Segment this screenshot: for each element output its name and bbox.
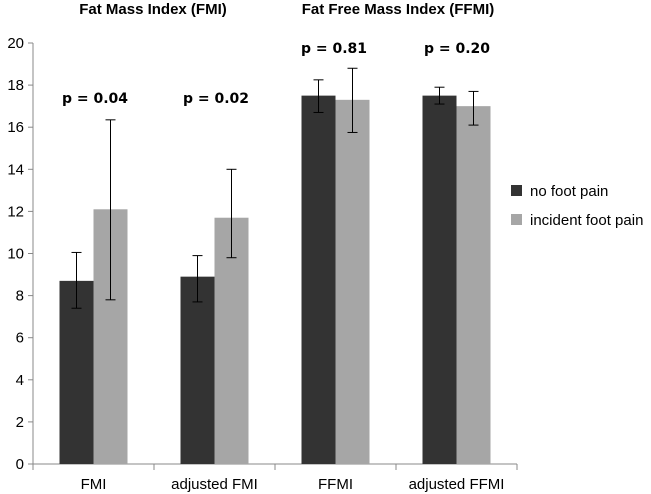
x-tick-label: adjusted FFMI bbox=[409, 476, 505, 493]
panel-title-ffmi: Fat Free Mass Index (FFMI) bbox=[302, 1, 495, 18]
legend-label-no-foot-pain: no foot pain bbox=[530, 183, 608, 200]
legend: no foot pain incident foot pain bbox=[511, 183, 643, 229]
legend-swatch-no-foot-pain bbox=[511, 185, 522, 196]
p-value-ffmi: p = 0.81 bbox=[301, 41, 367, 57]
labels: 0 2 4 6 8 10 12 14 16 18 20 FMI adjusted FMI FFMI adju… bbox=[7, 35, 504, 493]
bar-incident-foot-pain bbox=[456, 106, 491, 465]
x-tick-label: FFMI bbox=[318, 476, 353, 493]
x-tick-label: FMI bbox=[81, 476, 107, 493]
y-tick-label: 16 bbox=[7, 119, 24, 136]
legend-label-incident-foot-pain: incident foot pain bbox=[530, 212, 643, 229]
y-tick-label: 2 bbox=[16, 414, 24, 431]
y-tick-label: 8 bbox=[16, 288, 24, 305]
y-tick-label: 12 bbox=[7, 203, 24, 220]
p-value-fmi: p = 0.04 bbox=[62, 91, 128, 107]
y-tick-label: 6 bbox=[16, 330, 24, 347]
bar-no-foot-pain bbox=[59, 280, 94, 464]
y-tick-label: 18 bbox=[7, 77, 24, 94]
bar-no-foot-pain bbox=[180, 276, 215, 464]
bar-no-foot-pain bbox=[422, 95, 457, 464]
p-value-adjusted-ffmi: p = 0.20 bbox=[424, 41, 490, 57]
bars bbox=[59, 95, 491, 465]
bar-no-foot-pain bbox=[301, 95, 336, 464]
y-tick-label: 14 bbox=[7, 161, 24, 178]
y-tick-label: 0 bbox=[16, 456, 24, 473]
y-tick-label: 20 bbox=[7, 35, 24, 52]
y-tick-label: 10 bbox=[7, 246, 24, 263]
x-tick-label: adjusted FMI bbox=[171, 476, 258, 493]
panel-title-fmi: Fat Mass Index (FMI) bbox=[79, 1, 227, 18]
bar-incident-foot-pain bbox=[335, 99, 370, 465]
error-bars bbox=[71, 67, 479, 309]
y-tick-label: 4 bbox=[16, 372, 24, 389]
p-value-adjusted-fmi: p = 0.02 bbox=[183, 91, 249, 107]
legend-swatch-incident-foot-pain bbox=[511, 214, 522, 225]
bar-incident-foot-pain bbox=[214, 217, 249, 464]
